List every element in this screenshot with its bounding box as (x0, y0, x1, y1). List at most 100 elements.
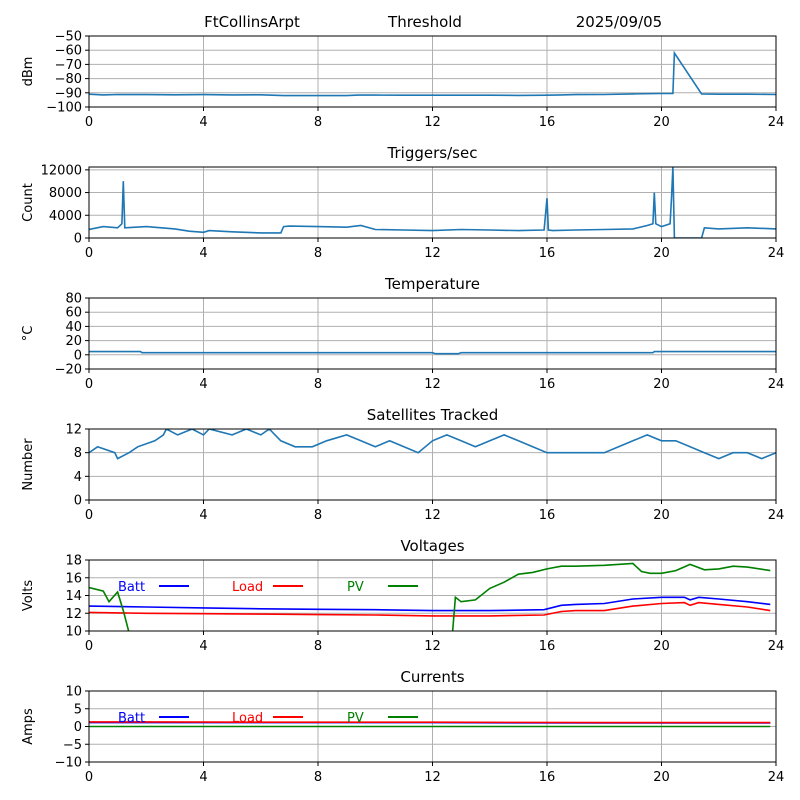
y-tick-label: 18 (65, 554, 82, 569)
x-tick-label: 20 (653, 639, 670, 654)
y-tick-label: −100 (46, 101, 82, 116)
y-axis-label: Count (21, 183, 36, 222)
x-tick-label: 8 (314, 115, 322, 130)
x-tick-label: 12 (424, 770, 441, 785)
x-tick-label: 24 (768, 115, 785, 130)
y-tick-label: 0 (74, 494, 82, 509)
chart-currents: 0 4 8 12 16 20 24 −10 −5 0 5 10 Currents Amps Batt Load… (21, 668, 784, 785)
chart-voltages: 0 4 8 12 16 20 24 10 12 14 16 18 Voltages Volts Batt Lo… (21, 537, 784, 654)
x-tick-label: 24 (768, 639, 785, 654)
y-tick-label: 12000 (41, 163, 82, 178)
y-axis-label: Amps (21, 708, 36, 745)
series-line-pv (89, 562, 771, 631)
x-tick-label: 16 (539, 508, 556, 523)
x-tick-label: 8 (314, 246, 322, 261)
x-tick-label: 0 (85, 246, 93, 261)
legend-label-batt: Batt (118, 580, 145, 595)
y-tick-label: 12 (65, 607, 82, 622)
y-tick-label: 0 (74, 720, 82, 735)
y-tick-label: 0 (74, 348, 82, 363)
series-line-temperature (89, 350, 776, 355)
x-tick-label: 8 (314, 508, 322, 523)
x-tick-label: 4 (199, 770, 207, 785)
x-tick-label: 8 (314, 770, 322, 785)
x-tick-label: 4 (199, 246, 207, 261)
y-tick-label: 4 (74, 470, 82, 485)
y-tick-label: 10 (65, 685, 82, 700)
chart-title: Satellites Tracked (367, 406, 498, 424)
x-tick-label: 16 (539, 770, 556, 785)
y-axis-label: Number (21, 438, 36, 491)
x-tick-label: 20 (653, 246, 670, 261)
x-tick-label: 16 (539, 377, 556, 392)
x-tick-label: 0 (85, 639, 93, 654)
y-tick-label: 12 (65, 423, 82, 438)
series-line-load (89, 721, 771, 724)
x-tick-label: 8 (314, 377, 322, 392)
series-line-load (89, 601, 771, 617)
y-tick-label: 4000 (49, 209, 82, 224)
y-tick-label: 0 (74, 232, 82, 247)
y-axis-label: dBm (21, 57, 36, 87)
y-tick-label: −90 (55, 86, 82, 101)
x-tick-label: 12 (424, 115, 441, 130)
x-tick-label: 4 (199, 377, 207, 392)
x-tick-label: 12 (424, 508, 441, 523)
legend-label-batt: Batt (118, 711, 145, 726)
x-tick-label: 0 (85, 508, 93, 523)
chart-title: Currents (400, 668, 464, 686)
x-tick-label: 12 (424, 377, 441, 392)
x-tick-label: 0 (85, 770, 93, 785)
x-tick-label: 4 (199, 115, 207, 130)
x-tick-label: 20 (653, 115, 670, 130)
header-station: FtCollinsArpt (204, 13, 300, 31)
x-tick-label: 20 (653, 508, 670, 523)
y-tick-label: −5 (63, 738, 82, 753)
y-tick-label: 8 (74, 446, 82, 461)
x-tick-label: 12 (424, 639, 441, 654)
legend-label-load: Load (232, 580, 263, 595)
x-tick-label: 16 (539, 246, 556, 261)
x-tick-label: 20 (653, 770, 670, 785)
x-tick-label: 4 (199, 639, 207, 654)
y-tick-label: 10 (65, 625, 82, 640)
y-tick-label: −60 (55, 44, 82, 59)
series-line-triggers (89, 167, 776, 238)
y-tick-label: 8000 (49, 186, 82, 201)
y-tick-label: 80 (65, 292, 82, 307)
y-tick-label: 5 (74, 702, 82, 717)
y-tick-label: −70 (55, 58, 82, 73)
y-axis-label: °C (21, 326, 36, 342)
series-line-satellites (89, 429, 776, 460)
y-tick-label: −50 (55, 30, 82, 45)
y-axis-label: Volts (21, 580, 36, 612)
chart-title: Voltages (400, 537, 464, 555)
x-tick-label: 4 (199, 508, 207, 523)
x-tick-label: 16 (539, 639, 556, 654)
y-tick-label: 16 (65, 571, 82, 586)
header-date: 2025/09/05 (576, 13, 662, 31)
x-tick-label: 24 (768, 770, 785, 785)
x-tick-label: 24 (768, 377, 785, 392)
chart-title: Temperature (384, 275, 480, 293)
y-tick-label: 14 (65, 589, 82, 604)
x-tick-label: 0 (85, 377, 93, 392)
x-tick-label: 24 (768, 246, 785, 261)
x-tick-label: 16 (539, 115, 556, 130)
x-tick-label: 0 (85, 115, 93, 130)
y-tick-label: 40 (65, 320, 82, 335)
legend-label-load: Load (232, 711, 263, 726)
chart-triggers: 0 4 8 12 16 20 24 0 4000 8000 12000 Triggers/sec Cou… (21, 144, 784, 261)
series-line-threshold (89, 50, 776, 97)
y-tick-label: 20 (65, 334, 82, 349)
chart-title: Triggers/sec (387, 144, 478, 162)
legend-label-pv: PV (347, 711, 364, 726)
series-line-batt (89, 596, 771, 612)
header-product: Threshold (387, 13, 462, 31)
y-tick-label: 60 (65, 306, 82, 321)
y-tick-label: −80 (55, 72, 82, 87)
y-tick-label: −10 (55, 756, 82, 771)
